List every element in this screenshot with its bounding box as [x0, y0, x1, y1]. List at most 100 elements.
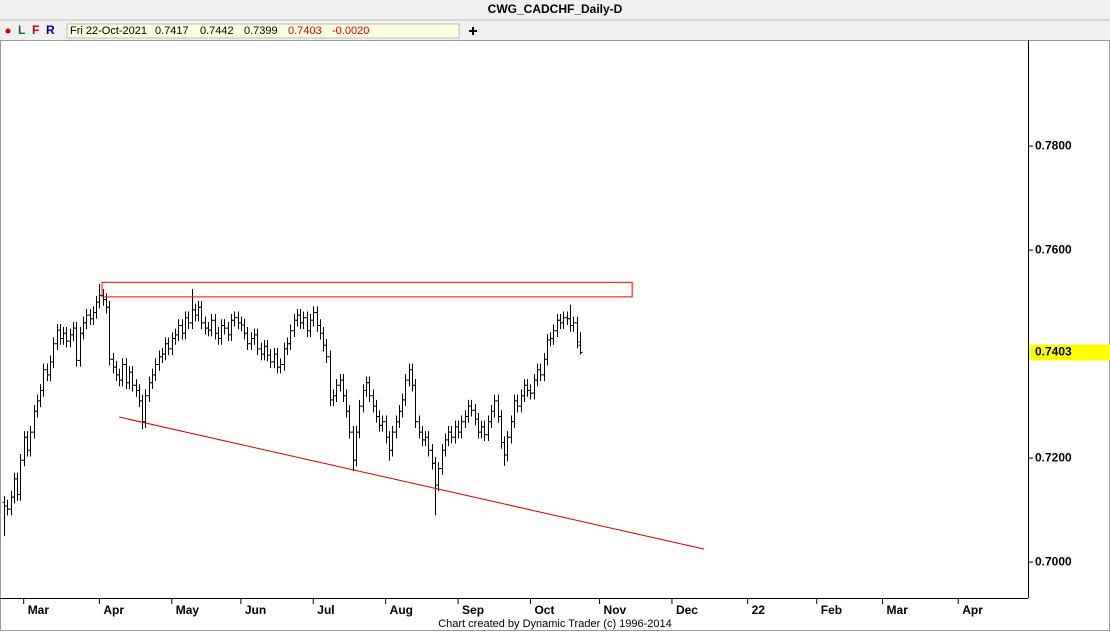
ohlc-bar: [443, 433, 448, 457]
ohlc-bar: [522, 379, 527, 402]
last-price-label: 0.7403: [1035, 345, 1072, 359]
ohlc-bar: [120, 358, 125, 387]
ohlc-bar: [347, 405, 352, 439]
ohlc-bar: [176, 319, 181, 342]
ohlc-bar: [97, 283, 102, 309]
ohlc-bar: [137, 384, 142, 408]
ohlc-bar: [403, 373, 408, 407]
ohlc-bar: [84, 308, 89, 330]
ohlc-bar: [9, 490, 14, 516]
ohlc-bar: [545, 333, 550, 366]
ohlc-bar: [216, 327, 221, 345]
ohlc-bar: [199, 301, 204, 330]
ohlc-bar: [94, 295, 99, 319]
ohlc-bar: [542, 353, 547, 382]
ohlc-bar: [222, 319, 227, 335]
x-tick-label: Jul: [317, 603, 334, 617]
ohlc-bar: [28, 425, 33, 457]
ohlc-bar: [58, 323, 63, 345]
ohlc-bar: [440, 444, 445, 475]
ohlc-bar: [236, 311, 241, 330]
ohlc-bar: [479, 420, 484, 439]
x-tick-label: Apr: [962, 603, 983, 617]
add-button[interactable]: [469, 27, 477, 35]
ohlc-bar: [196, 301, 201, 322]
ohlc-bar: [150, 368, 155, 389]
ohlc-bar: [505, 431, 510, 462]
toolbar-button[interactable]: L: [18, 23, 25, 37]
ohlc-bar: [446, 425, 451, 447]
ohlc-bar: [229, 314, 234, 342]
ohlc-bar: [361, 384, 366, 413]
ohlc-bar: [568, 304, 573, 332]
ohlc-bar: [186, 311, 191, 330]
ohlc-bar: [535, 363, 540, 387]
ohlc-bar: [324, 339, 329, 363]
ohlc-bar: [426, 431, 431, 457]
info-low: 0.7399: [244, 25, 278, 37]
ohlc-bar: [525, 379, 530, 397]
ohlc-bar: [565, 311, 570, 325]
ohlc-bar: [571, 316, 576, 332]
ohlc-bar: [15, 472, 20, 501]
ohlc-bar: [117, 368, 122, 387]
x-tick-label: 22: [752, 603, 766, 617]
ohlc-bar: [555, 314, 560, 337]
ohlc-bar: [331, 389, 336, 407]
toolbar-button[interactable]: R: [46, 23, 55, 37]
ohlc-bar: [357, 399, 362, 439]
toolbar-button[interactable]: F: [32, 23, 39, 37]
ohlc-bar: [578, 332, 583, 355]
ohlc-bar: [295, 308, 300, 327]
ohlc-bar: [91, 306, 96, 325]
frame: [0, 40, 1110, 631]
ohlc-bar: [232, 311, 237, 327]
ohlc-bar: [51, 337, 56, 369]
ohlc-bar: [282, 342, 287, 371]
y-tick-label: 0.7800: [1035, 138, 1072, 152]
ohlc-bar: [410, 363, 415, 392]
ohlc-bar: [311, 306, 316, 327]
ohlc-bar: [74, 321, 79, 367]
ohlc-bar: [275, 347, 280, 374]
ohlc-bar: [344, 389, 349, 418]
ohlc-bar: [68, 328, 73, 348]
ohlc-bar: [374, 399, 379, 423]
ohlc-bar: [463, 410, 468, 428]
y-tick-label: 0.7000: [1035, 554, 1072, 568]
x-tick-label: Aug: [390, 603, 413, 617]
ohlc-bar: [456, 420, 461, 439]
ohlc-bar: [134, 379, 139, 397]
ohlc-bar: [298, 308, 303, 330]
ohlc-bar: [245, 327, 250, 350]
x-tick-label: Sep: [462, 603, 484, 617]
ohlc-bar: [512, 394, 517, 428]
ohlc-bar: [288, 324, 293, 350]
ohlc-bar: [430, 444, 435, 470]
ohlc-bar: [318, 319, 323, 340]
info-high: 0.7442: [200, 25, 234, 37]
ohlc-bar: [22, 431, 27, 467]
info-close: 0.7403: [288, 25, 322, 37]
ohlc-bar: [315, 306, 320, 332]
ohlc-bar: [305, 311, 310, 337]
ohlc-bar: [417, 415, 422, 439]
ohlc-bar: [203, 316, 208, 335]
info-box: [66, 23, 460, 39]
ohlc-bar: [380, 415, 385, 432]
y-tick-label: 0.7200: [1035, 450, 1072, 464]
ohlc-bar: [55, 323, 60, 350]
ohlc-bar: [423, 431, 428, 447]
ohlc-bar: [390, 425, 395, 457]
ohlc-bar: [407, 363, 412, 387]
ohlc-bar: [301, 311, 306, 330]
ohlc-bar: [321, 327, 326, 352]
ohlc-bar: [482, 420, 487, 441]
ohlc-bar: [449, 425, 454, 444]
ohlc-bar: [81, 316, 86, 340]
ohlc-bar: [364, 376, 369, 397]
ohlc-bar: [341, 373, 346, 402]
x-tick-label: Nov: [604, 603, 627, 617]
